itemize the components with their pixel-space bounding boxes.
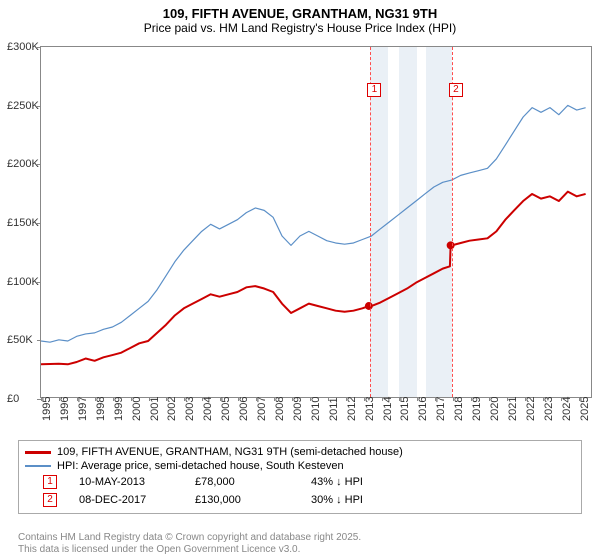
sale-vline [370,47,371,397]
x-tick-label: 2003 [184,397,196,421]
footer-text: Contains HM Land Registry data © Crown c… [18,532,361,556]
x-tick-label: 2010 [310,397,322,421]
sale-delta: 43% ↓ HPI [311,476,363,488]
x-tick-label: 2020 [489,397,501,421]
x-tick-label: 2005 [220,397,232,421]
sale-vline [452,47,453,397]
chart-container: 109, FIFTH AVENUE, GRANTHAM, NG31 9TH Pr… [0,0,600,560]
sale-price: £130,000 [195,494,305,506]
legend-box: 109, FIFTH AVENUE, GRANTHAM, NG31 9TH (s… [18,440,582,514]
legend-item-hpi: HPI: Average price, semi-detached house,… [25,459,575,473]
sale-date: 10-MAY-2013 [79,476,189,488]
x-tick-label: 2012 [346,397,358,421]
sale-point-dot [447,241,455,249]
x-tick-label: 2024 [561,397,573,421]
legend-swatch-red [25,451,51,454]
x-tick-label: 2017 [435,397,447,421]
x-tick-label: 2018 [453,397,465,421]
plot-area: £0£50K£100K£150K£200K£250K£300K199519961… [40,46,592,398]
sale-row: 2 08-DEC-2017 £130,000 30% ↓ HPI [43,491,575,509]
x-tick-label: 2025 [579,397,591,421]
y-tick-label: £300K [7,41,39,53]
x-tick-label: 1995 [41,397,53,421]
footer-line-1: Contains HM Land Registry data © Crown c… [18,532,361,544]
x-tick-label: 2002 [166,397,178,421]
x-tick-label: 2014 [382,397,394,421]
x-tick-label: 1998 [95,397,107,421]
x-tick-label: 2009 [292,397,304,421]
y-tick-label: £0 [7,393,19,405]
y-tick-label: £100K [7,276,39,288]
x-tick-label: 2000 [131,397,143,421]
y-tick-label: £50K [7,334,33,346]
sale-row-marker: 1 [43,475,57,489]
x-tick-label: 2023 [543,397,555,421]
sale-delta: 30% ↓ HPI [311,494,363,506]
y-tick-label: £150K [7,217,39,229]
x-tick-label: 1999 [113,397,125,421]
x-tick-label: 1997 [77,397,89,421]
x-tick-label: 2007 [256,397,268,421]
sale-row: 1 10-MAY-2013 £78,000 43% ↓ HPI [43,473,575,491]
x-tick-label: 1996 [59,397,71,421]
legend-item-price-paid: 109, FIFTH AVENUE, GRANTHAM, NG31 9TH (s… [25,445,575,459]
y-tick-label: £200K [7,158,39,170]
legend-label-1: 109, FIFTH AVENUE, GRANTHAM, NG31 9TH (s… [57,446,403,458]
sale-marker: 1 [367,83,381,97]
x-tick-label: 2019 [471,397,483,421]
legend-label-2: HPI: Average price, semi-detached house,… [57,460,344,472]
x-tick-label: 2011 [328,397,340,421]
sale-date: 08-DEC-2017 [79,494,189,506]
chart-svg [41,47,591,397]
x-tick-label: 2016 [417,397,429,421]
series-price_paid [41,192,586,365]
x-tick-label: 2013 [364,397,376,421]
y-tick-label: £250K [7,100,39,112]
series-hpi [41,105,586,342]
sale-point-dot [365,302,373,310]
x-tick-label: 2001 [149,397,161,421]
x-tick-label: 2022 [525,397,537,421]
x-tick-label: 2008 [274,397,286,421]
x-tick-label: 2006 [238,397,250,421]
x-tick-label: 2004 [202,397,214,421]
legend-swatch-blue [25,465,51,467]
chart-title: 109, FIFTH AVENUE, GRANTHAM, NG31 9TH [0,0,600,21]
chart-subtitle: Price paid vs. HM Land Registry's House … [0,21,600,41]
footer-line-2: This data is licensed under the Open Gov… [18,544,361,556]
sale-marker: 2 [449,83,463,97]
sale-row-marker: 2 [43,493,57,507]
x-tick-label: 2015 [399,397,411,421]
x-tick-label: 2021 [507,397,519,421]
sale-price: £78,000 [195,476,305,488]
